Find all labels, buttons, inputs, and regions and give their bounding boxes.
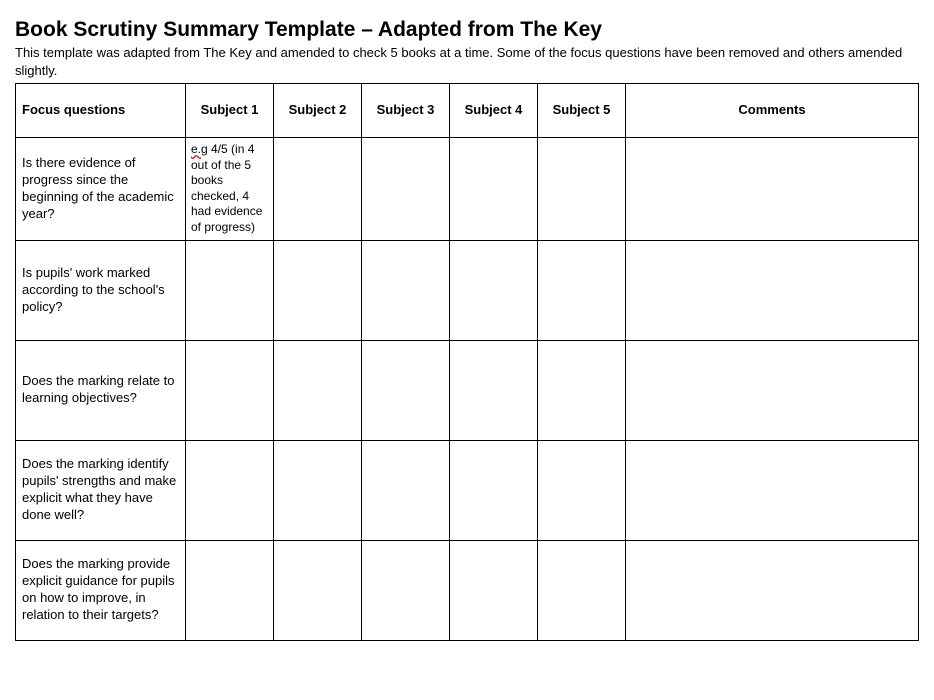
subject-cell	[450, 340, 538, 440]
table-row: Does the marking relate to learning obje…	[16, 340, 919, 440]
subject-cell	[450, 240, 538, 340]
comments-cell	[626, 440, 919, 540]
subject-cell	[274, 440, 362, 540]
page-subtitle: This template was adapted from The Key a…	[15, 44, 919, 79]
subject-cell: e.g 4/5 (in 4 out of the 5 books checked…	[186, 138, 274, 241]
subject-cell	[538, 240, 626, 340]
subject-cell	[450, 440, 538, 540]
subject-cell	[186, 440, 274, 540]
table-row: Is pupils' work marked according to the …	[16, 240, 919, 340]
comments-cell	[626, 540, 919, 640]
table-row: Does the marking provide explicit guidan…	[16, 540, 919, 640]
comments-cell	[626, 340, 919, 440]
col-subject-5: Subject 5	[538, 84, 626, 138]
subject-cell	[274, 540, 362, 640]
comments-cell	[626, 240, 919, 340]
col-subject-2: Subject 2	[274, 84, 362, 138]
subject-cell	[362, 340, 450, 440]
comments-cell	[626, 138, 919, 241]
table-row: Is there evidence of progress since the …	[16, 138, 919, 241]
question-cell: Is there evidence of progress since the …	[16, 138, 186, 241]
subject-cell	[186, 340, 274, 440]
question-cell: Does the marking identify pupils' streng…	[16, 440, 186, 540]
subject-cell	[274, 340, 362, 440]
scrutiny-table: Focus questions Subject 1 Subject 2 Subj…	[15, 83, 919, 641]
subject-cell	[362, 440, 450, 540]
subject-cell	[450, 540, 538, 640]
subject-cell	[186, 540, 274, 640]
subject-cell	[274, 240, 362, 340]
question-cell: Is pupils' work marked according to the …	[16, 240, 186, 340]
col-subject-1: Subject 1	[186, 84, 274, 138]
page-title: Book Scrutiny Summary Template – Adapted…	[15, 18, 919, 42]
subject-cell	[362, 240, 450, 340]
col-subject-4: Subject 4	[450, 84, 538, 138]
col-subject-3: Subject 3	[362, 84, 450, 138]
table-header-row: Focus questions Subject 1 Subject 2 Subj…	[16, 84, 919, 138]
subject-cell	[362, 138, 450, 241]
subject-cell	[186, 240, 274, 340]
subject-cell	[362, 540, 450, 640]
subject-cell	[450, 138, 538, 241]
col-focus-questions: Focus questions	[16, 84, 186, 138]
subject-cell	[274, 138, 362, 241]
question-cell: Does the marking relate to learning obje…	[16, 340, 186, 440]
table-row: Does the marking identify pupils' streng…	[16, 440, 919, 540]
subject-cell	[538, 540, 626, 640]
subject-cell	[538, 340, 626, 440]
subject-cell	[538, 138, 626, 241]
subject-cell	[538, 440, 626, 540]
col-comments: Comments	[626, 84, 919, 138]
example-prefix: e.g	[191, 142, 208, 156]
question-cell: Does the marking provide explicit guidan…	[16, 540, 186, 640]
